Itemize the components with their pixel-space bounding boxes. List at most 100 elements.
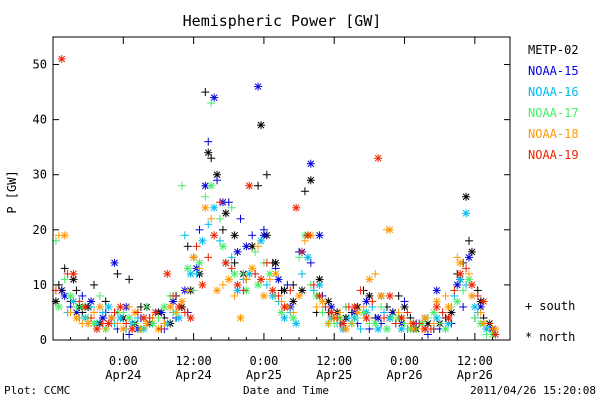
marker-label: north bbox=[539, 330, 575, 344]
data-point-north bbox=[119, 324, 128, 333]
data-point-south bbox=[72, 286, 81, 295]
data-point-south bbox=[441, 291, 450, 300]
data-point-north bbox=[280, 302, 289, 311]
data-point-north bbox=[462, 192, 471, 201]
data-point-north bbox=[151, 308, 160, 317]
data-point-north bbox=[374, 154, 383, 163]
data-point-north bbox=[374, 324, 383, 333]
data-point-south bbox=[78, 291, 87, 300]
data-point-north bbox=[110, 258, 119, 267]
x-tick-time: 12:00 bbox=[316, 354, 352, 368]
data-point-north bbox=[441, 324, 450, 333]
data-point-north bbox=[213, 170, 222, 179]
data-point-north bbox=[254, 82, 263, 91]
data-point-south bbox=[298, 247, 307, 256]
data-point-north bbox=[90, 319, 99, 328]
data-point-south bbox=[218, 280, 227, 289]
data-point-south bbox=[295, 253, 304, 262]
data-point-north bbox=[362, 313, 371, 322]
data-point-north bbox=[444, 302, 453, 311]
data-point-south bbox=[283, 280, 292, 289]
data-point-north bbox=[479, 297, 488, 306]
chart-title: Hemispheric Power [GW] bbox=[183, 12, 382, 30]
data-point-south bbox=[207, 214, 216, 223]
data-point-north bbox=[81, 302, 90, 311]
data-point-north bbox=[259, 291, 268, 300]
data-point-north bbox=[183, 264, 192, 273]
data-point-north bbox=[303, 253, 312, 262]
data-point-north bbox=[327, 308, 336, 317]
data-point-south bbox=[289, 308, 298, 317]
data-point-north bbox=[107, 313, 116, 322]
data-point-north bbox=[456, 269, 465, 278]
data-point-north bbox=[198, 236, 207, 245]
data-point-south bbox=[180, 308, 189, 317]
data-point-north bbox=[315, 231, 324, 240]
data-point-north bbox=[72, 313, 81, 322]
data-point-south bbox=[125, 302, 134, 311]
legend-entry: NOAA-16 bbox=[528, 85, 579, 99]
data-point-north bbox=[397, 324, 406, 333]
plot-frame bbox=[52, 36, 511, 341]
data-point-north bbox=[236, 313, 245, 322]
data-point-north bbox=[421, 324, 430, 333]
data-point-south bbox=[136, 324, 145, 333]
x-axis-label: Date and Time bbox=[243, 384, 329, 397]
x-tick-time: 12:00 bbox=[457, 354, 493, 368]
data-point-south bbox=[60, 275, 69, 284]
data-point-north bbox=[268, 286, 277, 295]
y-tick-label: 50 bbox=[33, 58, 47, 72]
data-point-south bbox=[183, 286, 192, 295]
data-point-south bbox=[403, 308, 412, 317]
data-point-south bbox=[324, 319, 333, 328]
data-point-north bbox=[66, 291, 75, 300]
data-point-south bbox=[201, 192, 210, 201]
data-point-south bbox=[394, 291, 403, 300]
data-point-south bbox=[195, 225, 204, 234]
data-point-north bbox=[280, 313, 289, 322]
x-tick-date: Apr24 bbox=[105, 368, 141, 382]
data-point-south bbox=[122, 319, 131, 328]
data-point-south bbox=[254, 242, 263, 251]
data-point-south bbox=[242, 275, 251, 284]
data-point-north bbox=[245, 181, 254, 190]
data-point-north bbox=[432, 286, 441, 295]
data-point-south bbox=[347, 319, 356, 328]
data-point-south bbox=[262, 280, 271, 289]
data-point-south bbox=[90, 308, 99, 317]
data-point-north bbox=[210, 203, 219, 212]
data-point-south bbox=[157, 324, 166, 333]
data-point-north bbox=[339, 319, 348, 328]
data-point-north bbox=[242, 242, 251, 251]
data-point-south bbox=[429, 319, 438, 328]
data-point-south bbox=[227, 253, 236, 262]
legend-entry: METP-02 bbox=[528, 43, 579, 57]
data-point-south bbox=[87, 313, 96, 322]
data-point-north bbox=[186, 313, 195, 322]
data-point-north bbox=[470, 302, 479, 311]
data-point-north bbox=[210, 231, 219, 240]
data-point-north bbox=[271, 269, 280, 278]
data-point-north bbox=[207, 181, 216, 190]
data-point-north bbox=[233, 280, 242, 289]
data-point-south bbox=[239, 269, 248, 278]
data-point-south bbox=[286, 286, 295, 295]
data-point-south bbox=[204, 137, 213, 146]
data-point-south bbox=[356, 324, 365, 333]
data-point-north bbox=[456, 258, 465, 267]
y-tick-label: 0 bbox=[40, 333, 47, 347]
data-point-south bbox=[336, 308, 345, 317]
data-point-north bbox=[382, 324, 391, 333]
data-point-north bbox=[491, 330, 500, 339]
data-point-north bbox=[57, 55, 66, 64]
data-point-north bbox=[303, 231, 312, 240]
data-point-south bbox=[215, 198, 224, 207]
data-point-south bbox=[470, 313, 479, 322]
data-point-south bbox=[204, 253, 213, 262]
data-point-south bbox=[333, 313, 342, 322]
data-point-south bbox=[236, 214, 245, 223]
data-point-south bbox=[309, 280, 318, 289]
data-point-south bbox=[60, 264, 69, 273]
data-point-north bbox=[306, 176, 315, 185]
data-point-south bbox=[251, 247, 260, 256]
